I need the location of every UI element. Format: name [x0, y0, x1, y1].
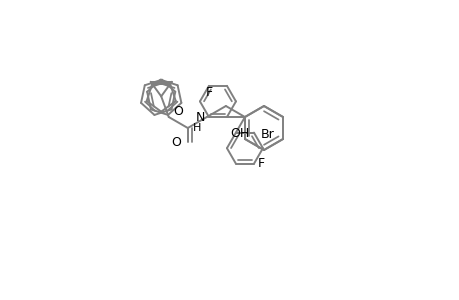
Text: Br: Br [260, 128, 274, 140]
Text: O: O [173, 104, 183, 118]
Text: O: O [171, 136, 180, 148]
Text: F: F [257, 157, 264, 170]
Text: OH: OH [230, 127, 249, 140]
Text: F: F [205, 86, 212, 99]
Text: N: N [195, 110, 204, 124]
Text: H: H [192, 123, 201, 133]
